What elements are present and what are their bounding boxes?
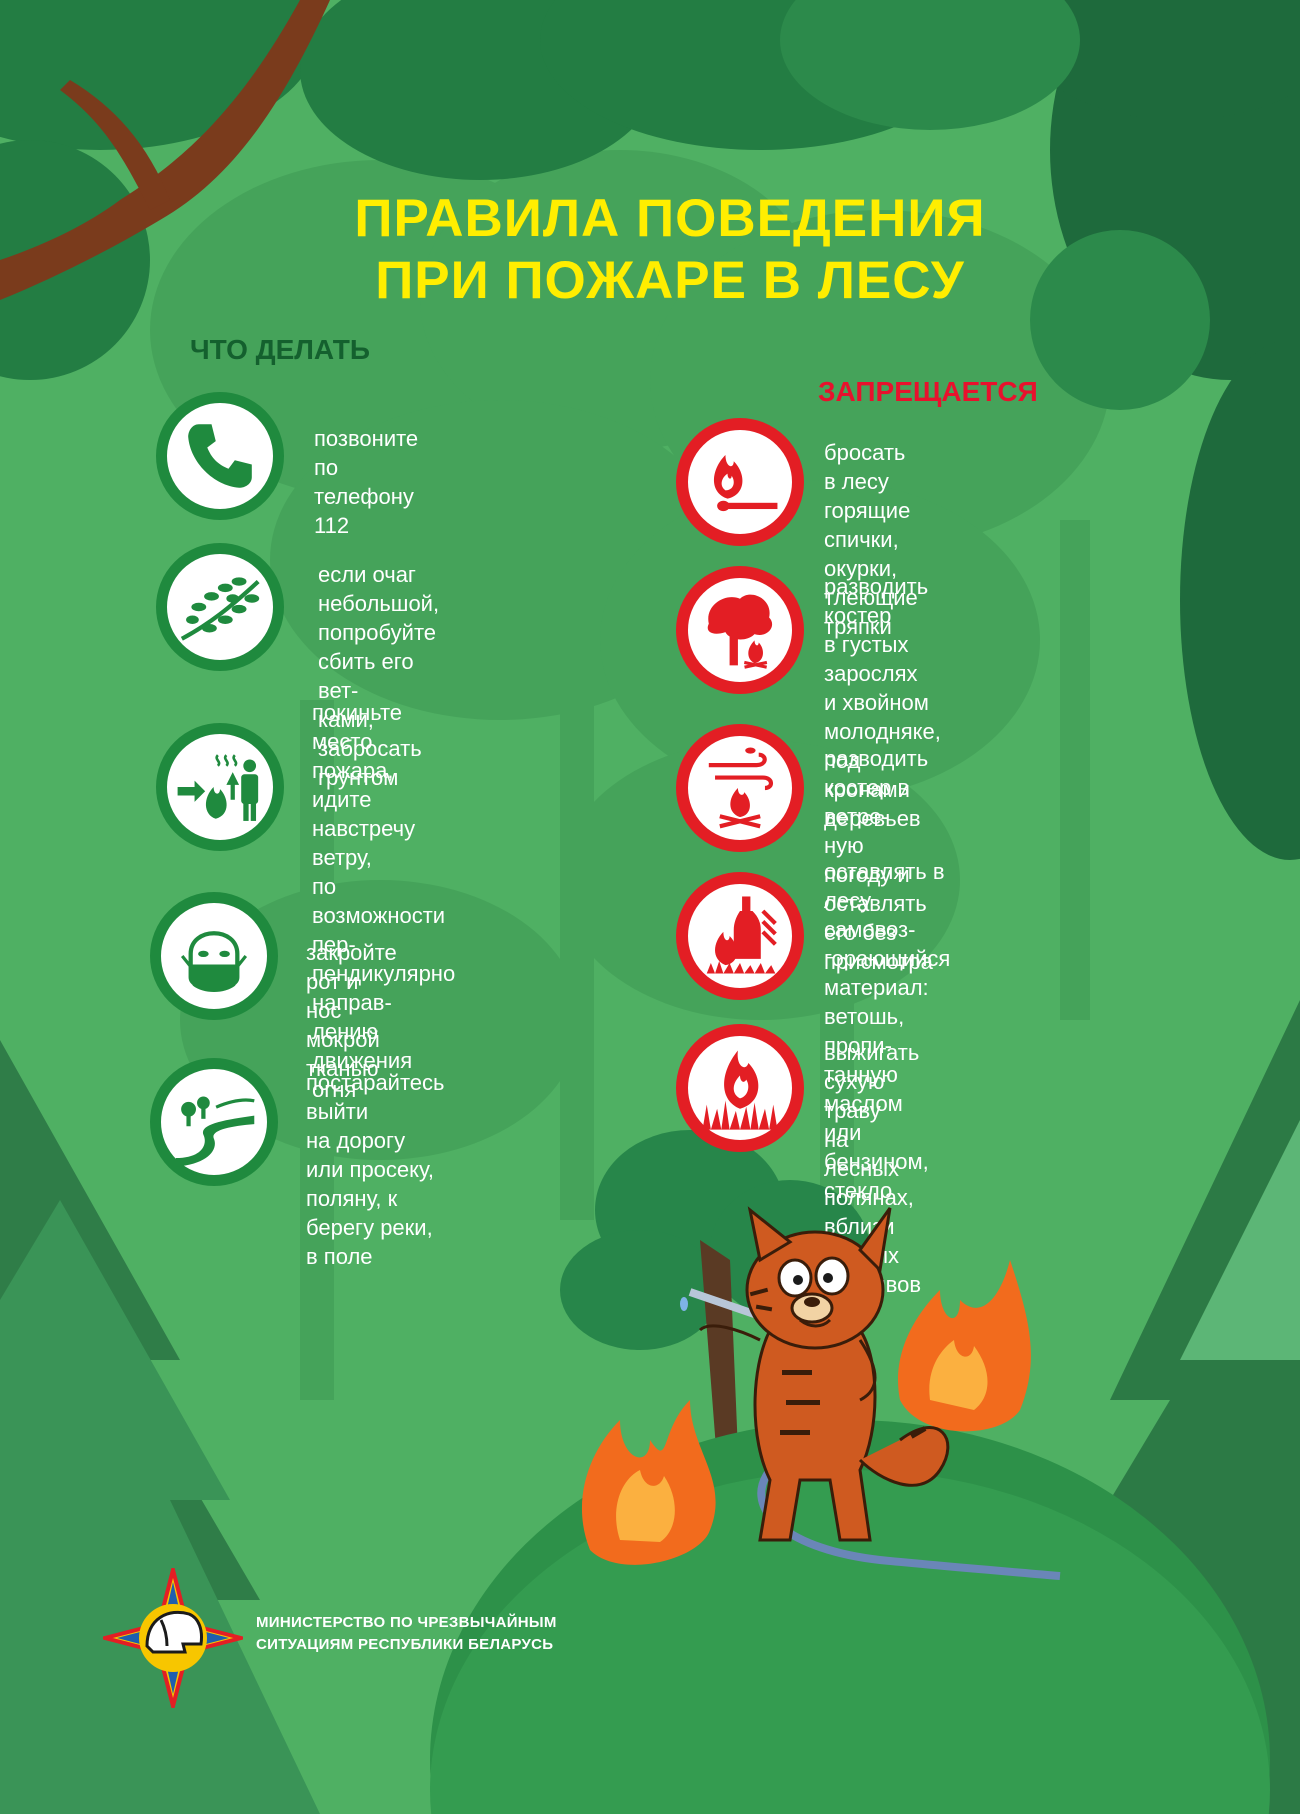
do-text-mask: закройте рот и нос мокрой тканью [306,940,397,1081]
do-text-call: позвоните по телефону 112 [314,426,419,538]
branch-icon [156,543,284,671]
road-river-icon [150,1058,278,1186]
campfire-under-tree-icon [676,566,804,694]
page-title: ПРАВИЛА ПОВЕДЕНИЯ ПРИ ПОЖАРЕ В ЛЕСУ [250,188,1090,312]
title-line-2: ПРИ ПОЖАРЕ В ЛЕСУ [375,251,965,310]
cat-firefighter-illustration [581,1206,1061,1580]
do-text-leave: покиньте место пожара, идите навстречу в… [312,700,456,1102]
bottle-fire-icon [676,872,804,1000]
ban-text-campfire-tree: разводить костер в густых зарослях и хво… [824,574,941,831]
ban-text-match: бросать в лесу горящие спички, окурки, т… [824,440,918,639]
ministry-caption: МИНИСТЕРСТВО ПО ЧРЕЗВЫЧАЙНЫМ СИТУАЦИЯМ Р… [256,1614,557,1653]
grass-fire-icon [676,1024,804,1152]
burning-match-icon [676,418,804,546]
heading-prohibited: ЗАПРЕЩАЕТСЯ [818,376,1038,407]
do-text-road: постарайтесь выйти на дорогу или просеку… [306,1070,445,1269]
mask-icon [150,892,278,1020]
title-line-1: ПРАВИЛА ПОВЕДЕНИЯ [354,189,986,248]
ban-text-campfire-wind: разводить костер в ветре- ную погоду и о… [824,746,933,974]
heading-what-to-do: ЧТО ДЕЛАТЬ [190,334,370,365]
leave-fire-icon [156,723,284,851]
ban-text-bottle: оставлять в лесу самовоз- горающийся мат… [824,859,951,1203]
do-text-branch: если очаг небольшой, попробуйте сбить ег… [318,562,440,790]
mchs-emblem-icon [103,1568,243,1708]
campfire-wind-icon [676,724,804,852]
phone-icon [156,392,284,520]
